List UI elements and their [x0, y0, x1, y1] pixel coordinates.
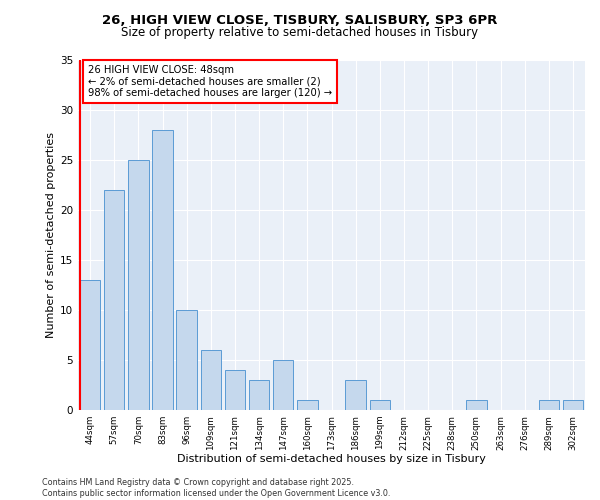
- Bar: [80, 280, 100, 410]
- Bar: [346, 380, 366, 410]
- Bar: [297, 400, 317, 410]
- Bar: [104, 190, 124, 410]
- X-axis label: Distribution of semi-detached houses by size in Tisbury: Distribution of semi-detached houses by …: [177, 454, 486, 464]
- Text: 26, HIGH VIEW CLOSE, TISBURY, SALISBURY, SP3 6PR: 26, HIGH VIEW CLOSE, TISBURY, SALISBURY,…: [103, 14, 497, 27]
- Bar: [370, 400, 390, 410]
- Bar: [539, 400, 559, 410]
- Text: 26 HIGH VIEW CLOSE: 48sqm
← 2% of semi-detached houses are smaller (2)
98% of se: 26 HIGH VIEW CLOSE: 48sqm ← 2% of semi-d…: [88, 66, 332, 98]
- Bar: [200, 350, 221, 410]
- Bar: [563, 400, 583, 410]
- Bar: [128, 160, 149, 410]
- Bar: [249, 380, 269, 410]
- Bar: [466, 400, 487, 410]
- Y-axis label: Number of semi-detached properties: Number of semi-detached properties: [46, 132, 56, 338]
- Bar: [152, 130, 173, 410]
- Text: Size of property relative to semi-detached houses in Tisbury: Size of property relative to semi-detach…: [121, 26, 479, 39]
- Bar: [224, 370, 245, 410]
- Bar: [273, 360, 293, 410]
- Bar: [176, 310, 197, 410]
- Text: Contains HM Land Registry data © Crown copyright and database right 2025.
Contai: Contains HM Land Registry data © Crown c…: [42, 478, 391, 498]
